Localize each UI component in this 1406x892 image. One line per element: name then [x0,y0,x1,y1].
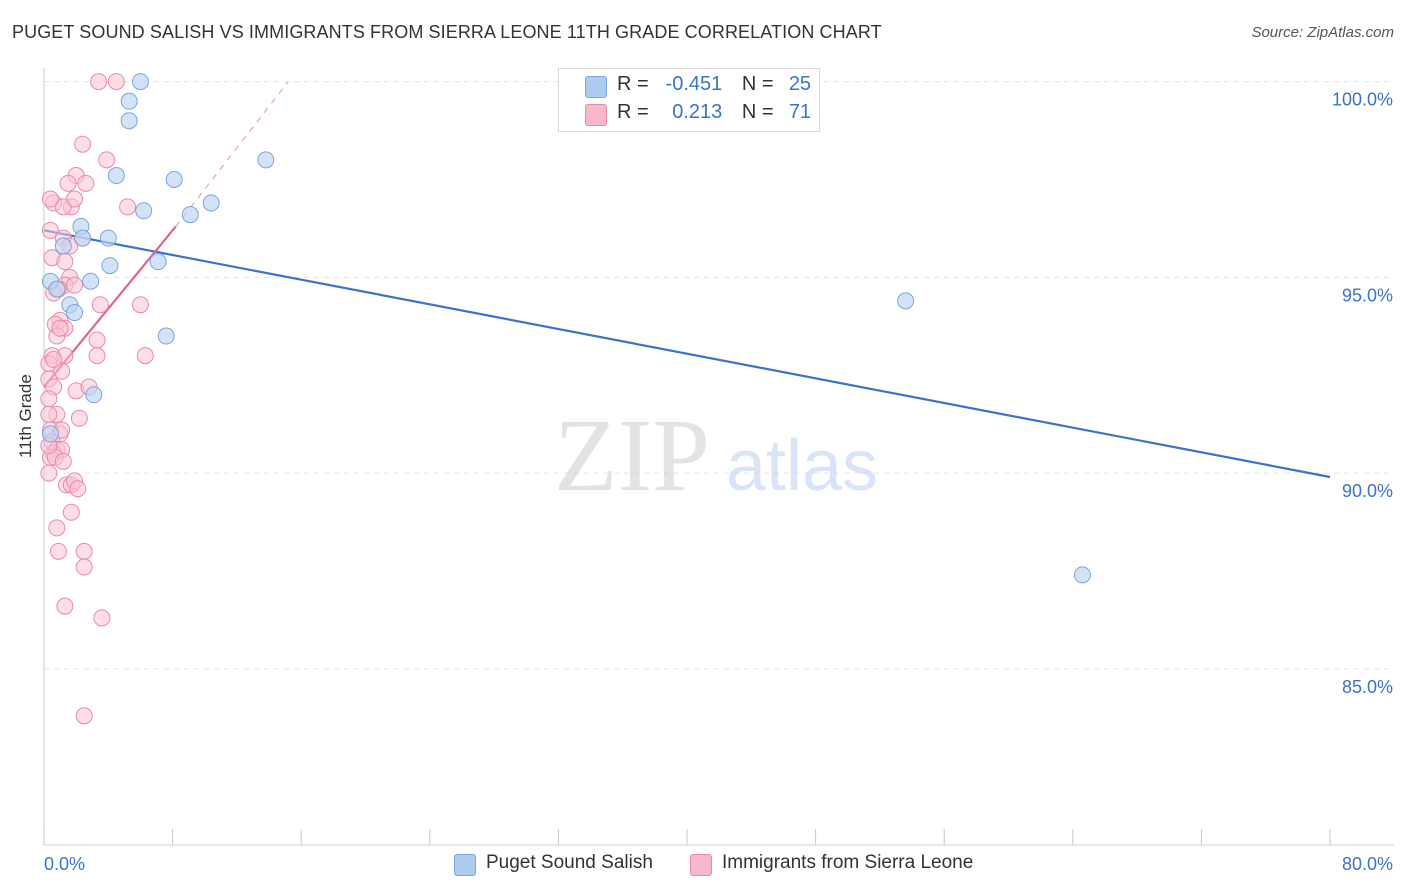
y-axis-label: 11th Grade [16,374,35,458]
point-sierra-leone [93,609,111,627]
point-salish [99,229,117,247]
point-sierra-leone [98,151,116,169]
point-salish [107,167,125,185]
point-sierra-leone [56,597,74,615]
point-salish [101,257,119,275]
point-sierra-leone [41,190,59,208]
watermark: ZIP atlas [554,398,878,513]
chart-title: PUGET SOUND SALISH VS IMMIGRANTS FROM SI… [12,22,882,42]
point-sierra-leone [45,351,63,369]
point-sierra-leone [136,347,154,365]
point-salish [41,425,59,443]
x-tick-label: 0.0% [44,854,85,874]
point-sierra-leone [48,519,66,537]
r-value-sierra-leone: 0.213 [672,101,723,123]
point-sierra-leone [41,221,59,239]
point-sierra-leone [90,73,108,91]
point-salish [181,206,199,224]
point-sierra-leone [49,542,67,560]
series-swatch-pink [690,854,712,876]
point-sierra-leone [66,190,84,208]
legend-stats-salish: R = -0.451 N = 25 [617,73,812,95]
point-sierra-leone [62,503,80,521]
point-salish [74,229,92,247]
r-value-salish: -0.451 [665,73,723,95]
n-value-sierra-leone: 71 [788,101,812,123]
point-sierra-leone [88,347,106,365]
legend-stats-sierra-leone: R = 0.213 N = 71 [617,101,812,123]
point-sierra-leone [56,253,74,271]
point-sierra-leone [40,390,58,408]
point-sierra-leone [40,405,58,423]
source-label: Source: ZipAtlas.com [1251,24,1394,41]
point-salish [120,112,138,130]
y-tick-label: 100.0% [1332,90,1393,110]
point-salish [157,327,175,345]
y-tick-label: 85.0% [1342,677,1393,697]
point-salish [165,170,183,188]
series-swatch-blue [454,854,476,876]
watermark-zip: ZIP [554,398,710,513]
trend-line-salish [43,229,1331,479]
point-salish [82,272,100,290]
point-salish [135,202,153,220]
x-tick-label: 80.0% [1342,854,1393,874]
watermark-atlas: atlas [726,426,878,506]
point-sierra-leone [69,480,87,498]
axes [43,68,1394,846]
point-salish [54,237,72,255]
point-sierra-leone [131,296,149,314]
point-sierra-leone [75,558,93,576]
legend-row-salish: R = -0.451 N = 25 [559,73,819,99]
point-sierra-leone [74,135,92,153]
y-tick-label: 90.0% [1342,481,1393,501]
point-sierra-leone [54,452,72,470]
data-points [40,73,1091,725]
point-sierra-leone [51,319,69,337]
point-sierra-leone [75,707,93,725]
n-value-salish: 25 [788,73,812,95]
legend-swatch-blue [585,76,607,98]
point-salish [897,292,915,310]
grid-lines [44,81,1394,670]
point-salish [66,304,84,322]
legend-swatch-pink [585,104,607,126]
point-sierra-leone [107,73,125,91]
point-salish [149,253,167,271]
point-sierra-leone [40,464,58,482]
point-sierra-leone [53,362,71,380]
point-salish [85,386,103,404]
legend-row-sierra-leone: R = 0.213 N = 71 [559,101,819,127]
point-sierra-leone [88,331,106,349]
point-sierra-leone [119,198,137,216]
point-salish [1073,566,1091,584]
tick-labels: 100.0% 95.0% 90.0% 85.0% 0.0% 80.0% [44,90,1393,874]
y-tick-label: 95.0% [1342,285,1393,305]
point-salish [131,73,149,91]
point-sierra-leone [66,276,84,294]
point-salish [48,280,66,298]
point-sierra-leone [70,409,88,427]
point-sierra-leone [77,174,95,192]
point-sierra-leone [59,174,77,192]
point-salish [202,194,220,212]
point-salish [257,151,275,169]
correlation-legend: R = -0.451 N = 25 R = 0.213 N = 71 [558,68,820,132]
point-salish [120,92,138,110]
point-sierra-leone [91,296,109,314]
point-sierra-leone [75,542,93,560]
